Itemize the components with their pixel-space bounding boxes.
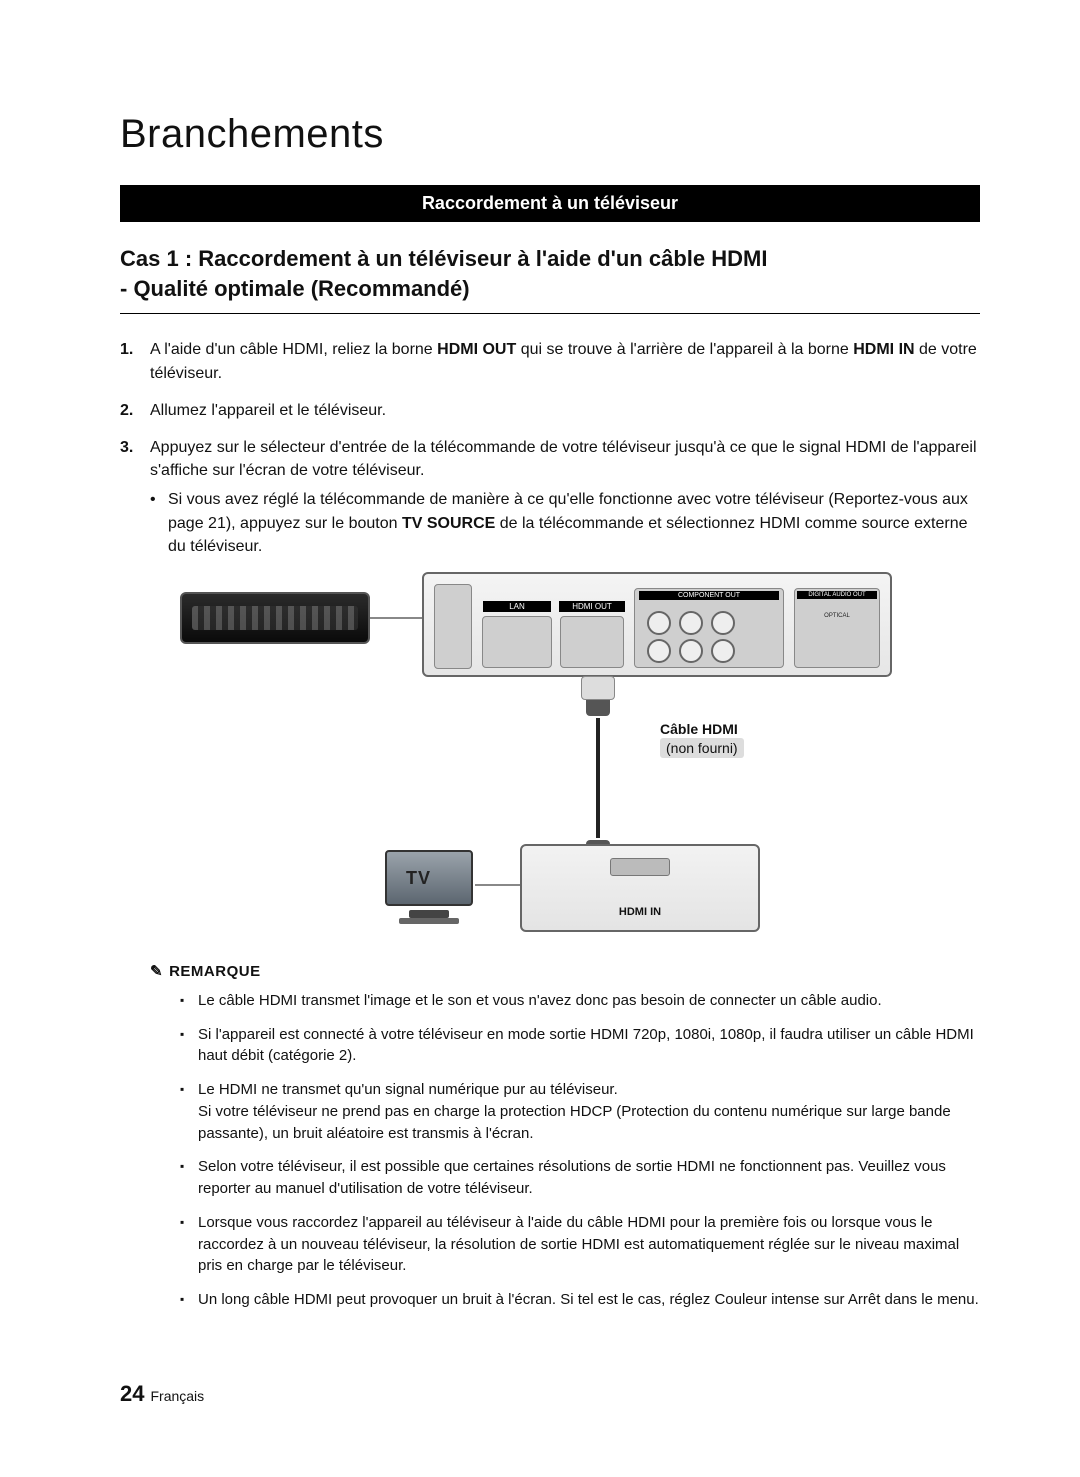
rca-jack bbox=[711, 611, 735, 635]
case-heading: Cas 1 : Raccordement à un téléviseur à l… bbox=[120, 244, 980, 303]
tv-back-panel: HDMI IN bbox=[520, 844, 760, 932]
tv-text: TV bbox=[406, 868, 431, 889]
panel-block-a bbox=[434, 584, 472, 669]
case-heading-line1: Cas 1 : Raccordement à un téléviseur à l… bbox=[120, 246, 767, 271]
step-1: A l'aide d'un câble HDMI, reliez la born… bbox=[120, 338, 980, 384]
lan-port bbox=[482, 616, 552, 668]
step-3-text: Appuyez sur le sélecteur d'entrée de la … bbox=[150, 439, 977, 479]
step-2-text: Allumez l'appareil et le téléviseur. bbox=[150, 402, 386, 419]
note-item: Si l'appareil est connecté à votre télév… bbox=[180, 1024, 980, 1068]
digital-audio-block bbox=[794, 588, 880, 668]
rca-jack bbox=[647, 611, 671, 635]
remark-heading: ✎ REMARQUE bbox=[150, 962, 980, 980]
step-1-pre: A l'aide d'un câble HDMI, reliez la born… bbox=[150, 341, 437, 358]
steps-list: A l'aide d'un câble HDMI, reliez la born… bbox=[120, 338, 980, 558]
step-1-bold-2: HDMI IN bbox=[853, 341, 914, 358]
hdmi-out-port bbox=[560, 616, 624, 668]
hdmi-cable-icon bbox=[596, 718, 600, 838]
step-2: Allumez l'appareil et le téléviseur. bbox=[120, 399, 980, 422]
rca-jack bbox=[711, 639, 735, 663]
note-item: Le HDMI ne transmet qu'un signal numériq… bbox=[180, 1079, 980, 1144]
hdmi-plug-top-icon bbox=[580, 676, 616, 718]
divider bbox=[120, 313, 980, 314]
hdmi-in-label: HDMI IN bbox=[522, 906, 758, 918]
section-bar: Raccordement à un téléviseur bbox=[120, 185, 980, 222]
note-item: Le câble HDMI transmet l'image et le son… bbox=[180, 990, 980, 1012]
tv-icon bbox=[385, 850, 473, 928]
component-out-block bbox=[634, 588, 784, 668]
note-item: Selon votre téléviseur, il est possible … bbox=[180, 1156, 980, 1200]
page-language: Français bbox=[150, 1388, 204, 1404]
step-3: Appuyez sur le sélecteur d'entrée de la … bbox=[120, 436, 980, 558]
cable-label: Câble HDMI (non fourni) bbox=[660, 720, 780, 758]
step-3-bullet-bold: TV SOURCE bbox=[402, 515, 495, 532]
rca-jack bbox=[679, 639, 703, 663]
step-3-bullet: Si vous avez réglé la télécommande de ma… bbox=[150, 488, 980, 558]
page-footer: 24 Français bbox=[120, 1381, 204, 1407]
note-item: Lorsque vous raccordez l'appareil au tél… bbox=[180, 1212, 980, 1277]
case-heading-line2: - Qualité optimale (Recommandé) bbox=[120, 276, 470, 301]
notes-list: Le câble HDMI transmet l'image et le son… bbox=[120, 990, 980, 1311]
step-1-mid: qui se trouve à l'arrière de l'appareil … bbox=[516, 341, 853, 358]
pencil-icon: ✎ bbox=[150, 962, 163, 980]
device-thumbnail bbox=[180, 592, 370, 644]
note-item: Un long câble HDMI peut provoquer un bru… bbox=[180, 1289, 980, 1311]
hdmi-in-slot bbox=[610, 858, 670, 876]
rca-jack bbox=[647, 639, 671, 663]
callout-line bbox=[370, 617, 422, 619]
connection-diagram: Câble HDMI (non fourni) HDMI IN TV bbox=[140, 572, 960, 942]
page-title: Branchements bbox=[120, 112, 980, 157]
page-number: 24 bbox=[120, 1381, 144, 1406]
remark-title: REMARQUE bbox=[169, 963, 261, 980]
cable-label-sub: (non fourni) bbox=[660, 738, 744, 758]
tv-callout-line bbox=[475, 884, 520, 886]
step-1-bold-1: HDMI OUT bbox=[437, 341, 516, 358]
document-page: Branchements Raccordement à un téléviseu… bbox=[0, 0, 1080, 1477]
cable-label-text: Câble HDMI bbox=[660, 721, 738, 737]
rca-jack bbox=[679, 611, 703, 635]
device-back-panel bbox=[422, 572, 892, 677]
